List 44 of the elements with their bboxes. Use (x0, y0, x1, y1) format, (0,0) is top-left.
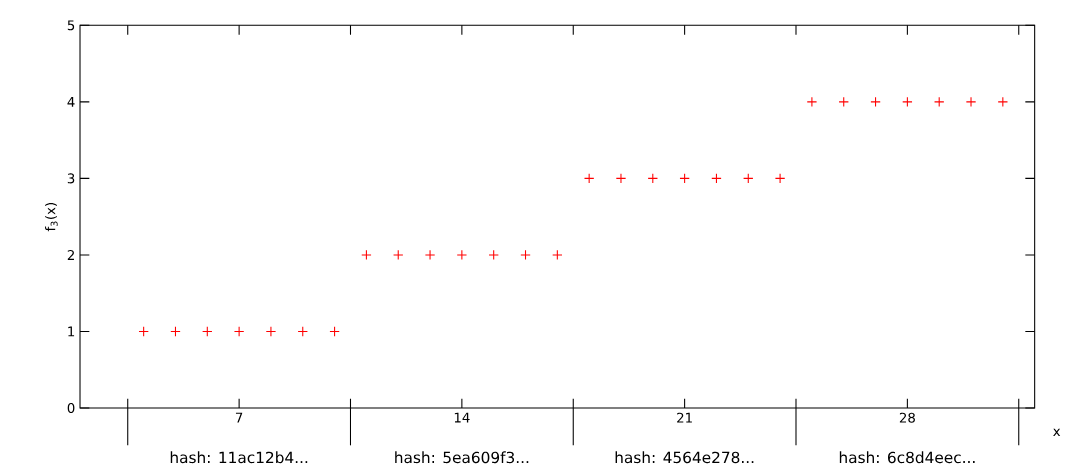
point (965, 96, 977, 108)
text: hash: 6c8d4eec... (839, 451, 975, 464)
point (202, 326, 213, 337)
point (138, 326, 149, 337)
point (552, 249, 563, 261)
point (679, 173, 690, 184)
y-tick-label: 5 (67, 20, 75, 31)
x-tick-label: 21 (677, 412, 692, 423)
y-tick-label: 0 (67, 403, 75, 414)
y-tick-label: 1 (68, 326, 75, 337)
x-tick-label: 28 (899, 412, 915, 423)
point (806, 96, 818, 108)
point (297, 326, 308, 337)
point (870, 96, 881, 108)
point (361, 249, 372, 261)
point (902, 96, 913, 108)
text: hash: 4564e278... (615, 451, 754, 464)
point (615, 173, 627, 184)
y-axis-title: f$_{3}$(x) (45, 203, 58, 232)
point (520, 249, 531, 261)
point (329, 326, 340, 337)
y-tick-label: 2 (67, 250, 74, 261)
point (997, 96, 1009, 108)
text: hash: 5ea609f3... (395, 451, 529, 464)
point (774, 173, 786, 184)
point (456, 249, 468, 261)
y-tick-label: 3 (67, 173, 75, 184)
text: hash: 11ac12b4... (170, 451, 308, 464)
x-axis-title: x (1053, 428, 1061, 437)
point (424, 249, 436, 261)
point (393, 249, 404, 261)
x-tick-label: 7 (235, 412, 243, 423)
point (647, 173, 659, 184)
point (488, 249, 499, 261)
x-tick-label: 14 (454, 412, 470, 423)
point (265, 326, 277, 337)
point (711, 173, 722, 184)
point (838, 96, 849, 108)
point (233, 326, 245, 337)
point (170, 326, 181, 337)
y-tick-label: 4 (67, 97, 75, 107)
point (583, 173, 595, 184)
point (933, 96, 945, 108)
point (743, 173, 754, 184)
